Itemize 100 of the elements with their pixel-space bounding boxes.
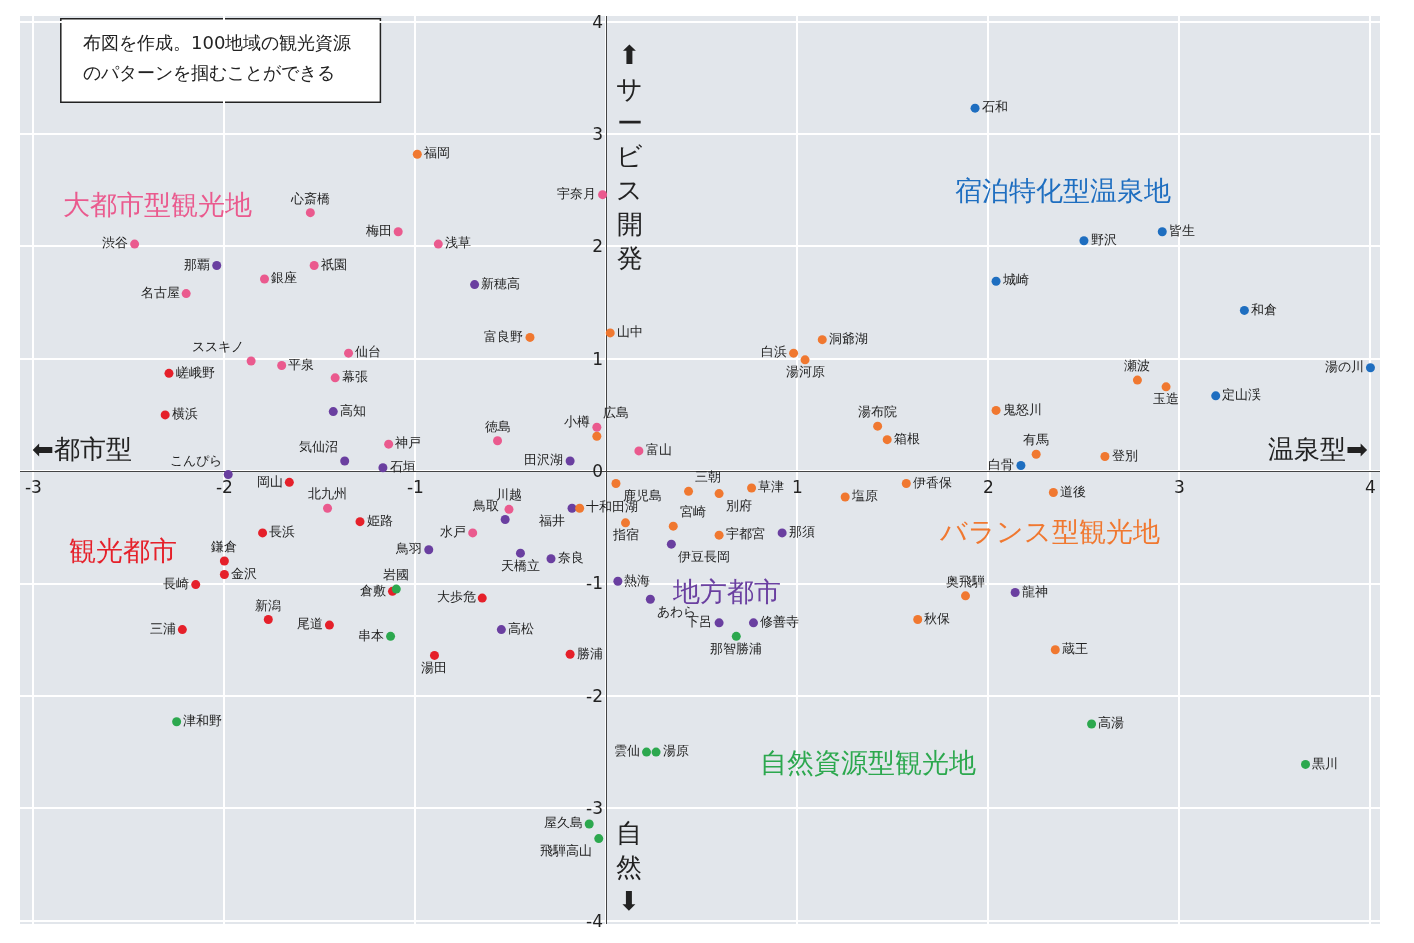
data-label: 湯田 [421, 659, 448, 675]
data-label: 指宿 [611, 527, 639, 543]
point [1161, 382, 1171, 392]
data-label: 気仙沼 [299, 439, 339, 455]
y-tick-label: 3 [592, 123, 603, 144]
data-label: 草津 [758, 479, 785, 495]
data-label: 別府 [725, 497, 752, 513]
point [1010, 587, 1020, 597]
point [913, 614, 923, 624]
data-label: 津和野 [183, 712, 223, 728]
data-label: 大歩危 [436, 589, 476, 605]
point [714, 489, 724, 499]
point [970, 103, 980, 113]
data-label: 鹿児島 [622, 487, 662, 503]
data-label: 鳥取 [471, 497, 499, 513]
point [305, 208, 315, 218]
point [575, 503, 585, 513]
data-label: 天橋立 [500, 557, 540, 573]
point [355, 517, 365, 527]
point [212, 260, 222, 270]
data-label: 三浦 [149, 620, 176, 636]
data-label: 鎌倉 [211, 539, 238, 555]
data-label: 嵯峨野 [175, 364, 215, 380]
data-label: 白浜 [760, 344, 787, 360]
point [177, 625, 187, 635]
data-label: 浅草 [444, 235, 471, 251]
data-label: 蔵王 [1061, 641, 1088, 657]
point [1301, 759, 1311, 769]
point [666, 539, 676, 549]
point [340, 456, 350, 466]
point [378, 463, 388, 473]
data-label: 小樽 [564, 414, 591, 430]
point [882, 435, 892, 445]
y-tick-label: 2 [592, 236, 603, 257]
data-label: 鳥羽 [395, 541, 423, 557]
point [391, 584, 401, 594]
y-tick-label: -2 [586, 685, 603, 706]
point [747, 483, 757, 493]
data-label: こんぴら [169, 452, 222, 468]
y-tick-label: 4 [592, 11, 603, 32]
point [565, 649, 575, 659]
y-tick-label: -3 [586, 798, 603, 819]
data-label: 梅田 [364, 223, 392, 239]
data-label: 山中 [616, 324, 643, 340]
point [991, 405, 1001, 415]
data-label: 高松 [507, 620, 534, 636]
data-label: 野沢 [1090, 232, 1117, 247]
data-label: 龍神 [1021, 583, 1048, 599]
point [429, 650, 439, 660]
data-label: 屋久島 [543, 815, 583, 831]
data-label: 富山 [645, 442, 672, 458]
data-label: 串本 [357, 627, 384, 643]
point [592, 431, 602, 441]
point [621, 518, 631, 528]
point [1079, 236, 1089, 246]
data-label: 宇都宮 [725, 526, 765, 542]
point [330, 373, 340, 383]
data-label: 湯布院 [858, 404, 898, 420]
point [598, 190, 608, 200]
point [1365, 363, 1375, 373]
x-tick-label: 1 [792, 476, 803, 497]
point [259, 274, 269, 284]
data-label: 福井 [539, 512, 566, 528]
y-tick-label: -1 [586, 573, 603, 594]
data-label: 奥飛騨 [946, 573, 986, 589]
point [873, 421, 883, 431]
data-label: 湯原 [662, 743, 689, 759]
data-label: 登別 [1111, 447, 1138, 463]
point [961, 591, 971, 601]
data-label: 飛騨高山 [540, 842, 593, 858]
data-label: 伊豆長岡 [677, 548, 730, 564]
data-label: ススキノ [192, 339, 245, 355]
data-label: 長浜 [269, 524, 296, 540]
data-label: 新穂高 [481, 275, 521, 291]
data-label: 高湯 [1098, 715, 1125, 731]
data-label: 岡山 [256, 473, 283, 489]
data-label: 城崎 [1001, 272, 1029, 288]
data-label: 高知 [339, 402, 366, 418]
data-label: 水戸 [440, 524, 467, 540]
point [1157, 227, 1167, 237]
annotation: ⬅都市型 [32, 434, 132, 464]
point [386, 631, 396, 641]
point [800, 355, 810, 365]
data-label: 鬼怒川 [1002, 401, 1042, 417]
x-tick-label: 2 [983, 476, 994, 497]
data-label: 白骨 [988, 456, 1015, 472]
data-label: 宮崎 [679, 504, 706, 520]
point [789, 348, 799, 358]
series-label: 大都市型観光地 [63, 189, 252, 220]
data-label: 和倉 [1251, 301, 1278, 317]
data-label: 宇奈月 [556, 185, 596, 201]
data-label: 箱根 [893, 430, 920, 446]
data-label: 渋谷 [101, 235, 128, 251]
point [714, 618, 724, 628]
point [309, 260, 319, 270]
annotation: 自然⬇ [616, 818, 642, 916]
point [817, 335, 827, 345]
point [500, 514, 510, 524]
data-label: 幕張 [341, 369, 368, 385]
point [1048, 487, 1058, 497]
